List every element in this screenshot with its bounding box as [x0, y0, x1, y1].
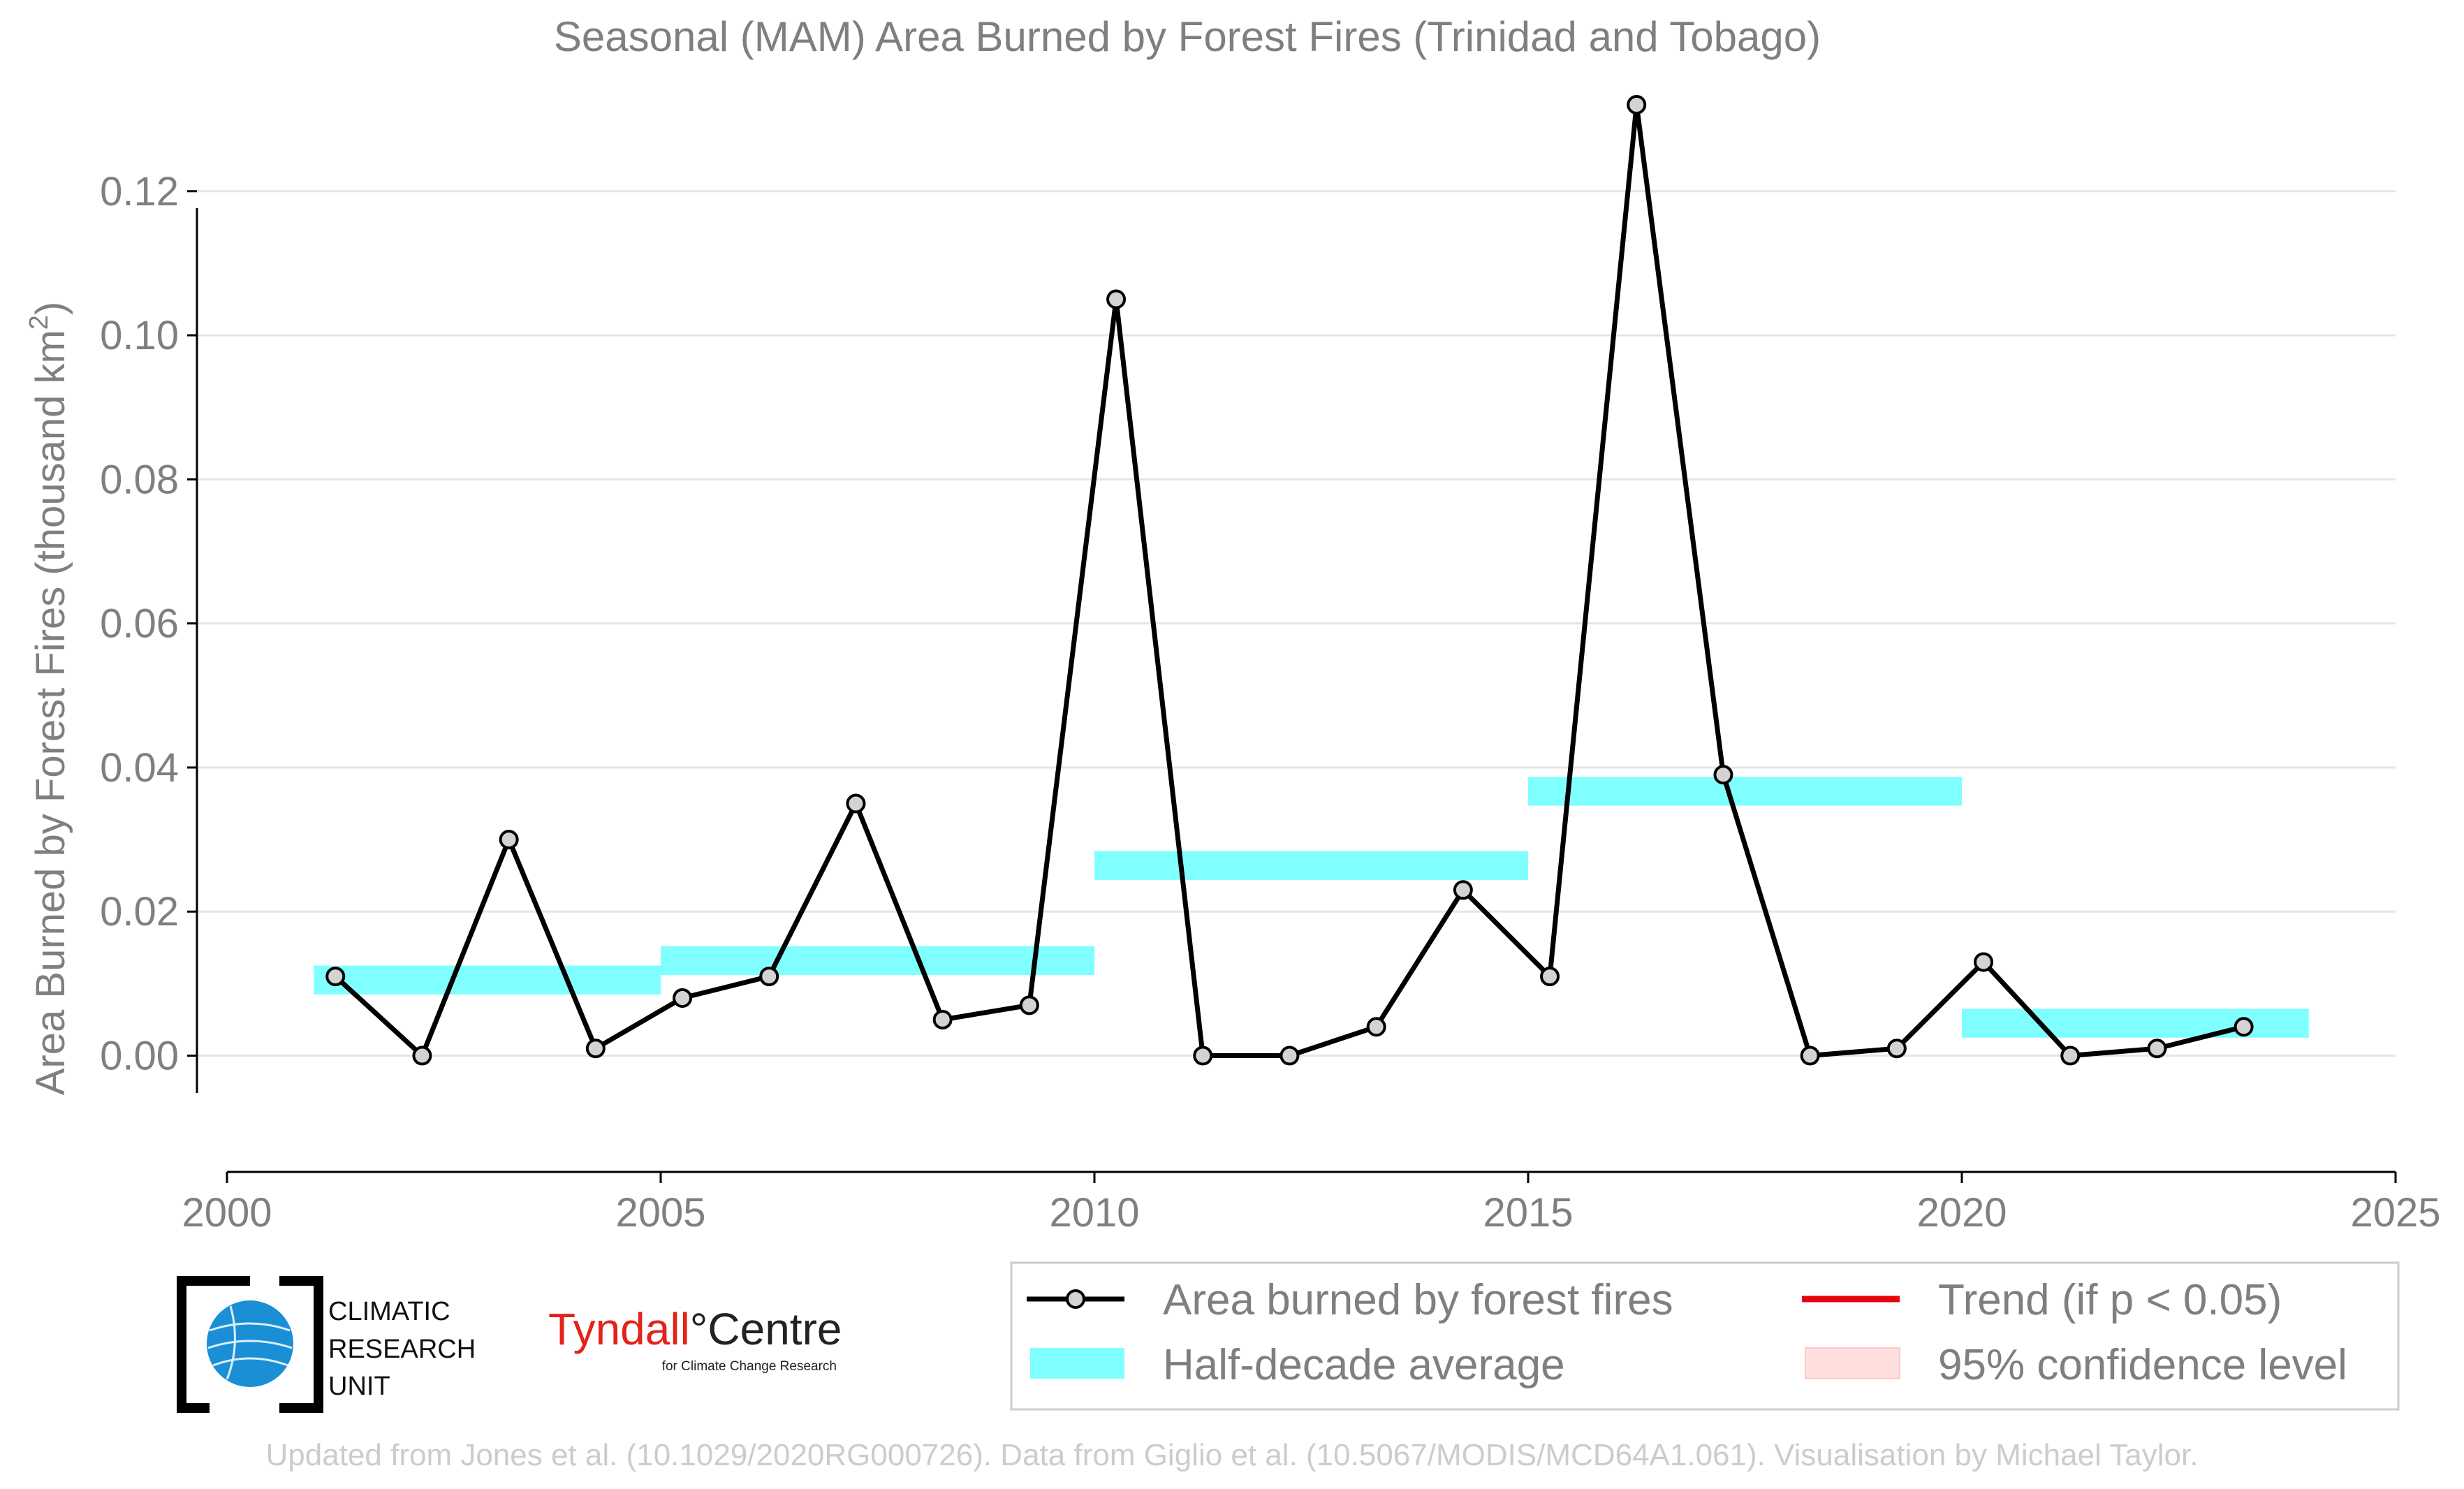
half-decade-average-series: [314, 777, 2309, 1038]
tyndall-degree: °: [690, 1304, 708, 1354]
area-burned-point: [499, 830, 519, 850]
cru-globe-icon: [207, 1300, 293, 1387]
half-decade-average-bar: [1962, 1008, 2309, 1038]
x-tick-label: 2005: [615, 1190, 705, 1235]
area-burned-point: [1019, 995, 1039, 1015]
half-decade-average-bar: [314, 965, 661, 995]
area-burned-point: [1713, 765, 1733, 785]
area-burned-point: [1800, 1046, 1820, 1066]
area-burned-point: [759, 967, 779, 987]
y-tick-label: 0.04: [100, 745, 179, 791]
tyndall-logo: Tyndall°Centre for Climate Change Resear…: [548, 1304, 842, 1374]
y-tick-label: 0.00: [100, 1034, 179, 1079]
cru-line-3: UNIT: [328, 1372, 390, 1401]
legend-label-area-burned: Area burned by forest fires: [1163, 1276, 1673, 1324]
y-axis-label: Area Burned by Forest Fires (thousand km…: [24, 302, 73, 1096]
area-burned-point: [1627, 95, 1647, 115]
area-burned-point: [673, 988, 693, 1008]
y-axis-label-superscript: 2: [24, 315, 54, 330]
cru-line-1: CLIMATIC: [328, 1297, 450, 1326]
x-tick-label: 2010: [1049, 1190, 1139, 1235]
tyndall-main: Tyndall: [548, 1304, 690, 1354]
cru-logo-frame: [177, 1276, 323, 1413]
legend-swatch-half-decade: [1030, 1348, 1124, 1379]
tyndall-subtitle: for Climate Change Research: [662, 1359, 837, 1374]
area-burned-line: [333, 102, 2245, 1059]
x-tick-label: 2020: [1916, 1190, 2007, 1235]
area-burned-series: [325, 95, 2254, 1066]
y-axis-label-close: ): [28, 302, 73, 315]
area-burned-point: [1886, 1039, 1907, 1059]
y-tick-label: 0.08: [100, 457, 179, 502]
area-burned-point: [325, 967, 346, 987]
x-tick-label: 2015: [1483, 1190, 1573, 1235]
legend-swatch-confidence: [1805, 1347, 1900, 1379]
legend-label-confidence: 95% confidence level: [1938, 1341, 2347, 1389]
credit-line: Updated from Jones et al. (10.1029/2020R…: [266, 1438, 2199, 1472]
area-burned-point: [1974, 952, 1994, 972]
tyndall-wordmark: Tyndall°Centre: [548, 1304, 842, 1354]
half-decade-average-bar: [1094, 851, 1528, 880]
x-tick-label: 2000: [182, 1190, 272, 1235]
y-tick-label: 0.02: [100, 889, 179, 934]
half-decade-average-bar: [661, 946, 1094, 976]
area-burned-point: [2234, 1017, 2254, 1037]
cru-logo: CLIMATIC RESEARCH UNIT: [177, 1276, 476, 1413]
tyndall-centre: Centre: [707, 1304, 842, 1354]
area-burned-point: [1106, 289, 1127, 309]
cru-line-2: RESEARCH: [328, 1335, 476, 1364]
area-burned-point: [412, 1046, 432, 1066]
legend-swatch-area-burned-marker: [1066, 1289, 1085, 1309]
legend-box: [1010, 1261, 2400, 1411]
area-burned-point: [932, 1009, 953, 1029]
area-burned-point: [1540, 967, 1560, 987]
legend-label-trend: Trend (if p < 0.05): [1938, 1276, 2282, 1324]
chart-title: Seasonal (MAM) Area Burned by Forest Fir…: [554, 13, 1821, 60]
area-burned-point: [846, 793, 866, 814]
x-tick-label: 2025: [2350, 1190, 2440, 1235]
axes: 0.00 0.02 0.04 0.06 0.08 0.10 0.12 2000 2005 2010…: [100, 169, 2440, 1235]
area-burned-point: [1193, 1046, 1213, 1066]
cru-globe-lines-icon: [207, 1305, 293, 1380]
area-burned-point: [1366, 1017, 1386, 1037]
y-axis-label-main: Area Burned by Forest Fires (thousand km: [28, 330, 73, 1095]
area-burned-point: [2147, 1039, 2167, 1059]
area-burned-point: [1279, 1046, 1300, 1066]
area-burned-point: [585, 1039, 606, 1059]
legend-label-half-decade: Half-decade average: [1163, 1341, 1565, 1389]
area-burned-point: [1453, 880, 1473, 900]
y-tick-label: 0.10: [100, 313, 179, 358]
gridlines: [197, 190, 2396, 1057]
y-tick-label: 0.06: [100, 601, 179, 647]
half-decade-average-bar: [1528, 777, 1962, 806]
area-burned-point: [2060, 1046, 2081, 1066]
y-tick-label: 0.12: [100, 169, 179, 214]
legend: Area burned by forest fires Trend (if p …: [1010, 1261, 2400, 1411]
